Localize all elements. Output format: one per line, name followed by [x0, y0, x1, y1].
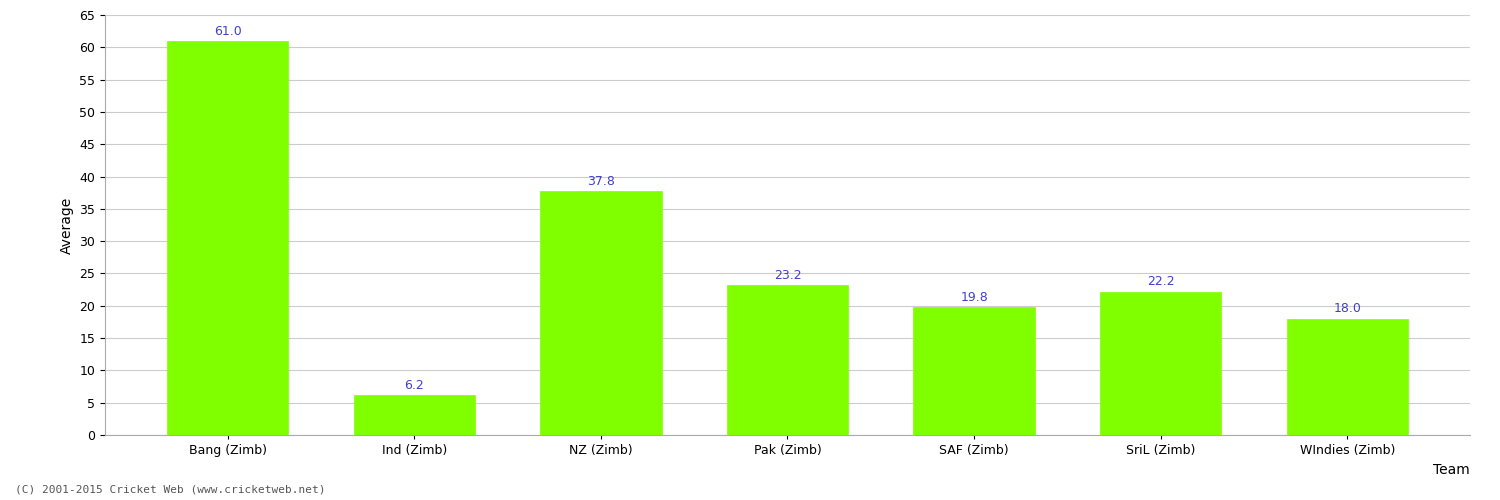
- Bar: [540, 191, 662, 435]
- Text: 19.8: 19.8: [960, 291, 988, 304]
- X-axis label: Team: Team: [1434, 462, 1470, 476]
- Text: 22.2: 22.2: [1148, 276, 1174, 288]
- Y-axis label: Average: Average: [60, 196, 74, 254]
- Bar: [914, 307, 1035, 435]
- Bar: [728, 285, 848, 435]
- Text: 61.0: 61.0: [214, 24, 242, 38]
- Text: 37.8: 37.8: [586, 174, 615, 188]
- Bar: [1287, 318, 1408, 435]
- Bar: [354, 395, 476, 435]
- Text: 18.0: 18.0: [1334, 302, 1360, 316]
- Bar: [166, 41, 288, 435]
- Bar: [1100, 292, 1221, 435]
- Text: 6.2: 6.2: [405, 378, 424, 392]
- Text: 23.2: 23.2: [774, 269, 801, 282]
- Text: (C) 2001-2015 Cricket Web (www.cricketweb.net): (C) 2001-2015 Cricket Web (www.cricketwe…: [15, 485, 326, 495]
